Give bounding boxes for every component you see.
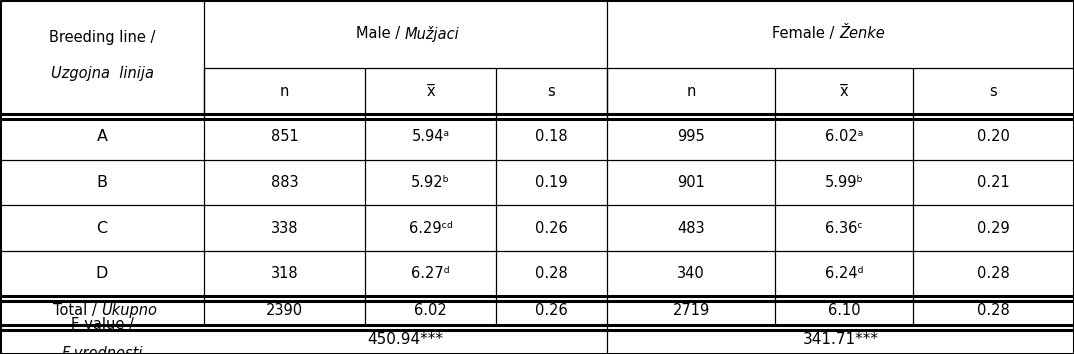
Text: x̅: x̅ bbox=[840, 84, 848, 99]
Text: 341.71***: 341.71*** bbox=[802, 332, 879, 347]
Text: 0.26: 0.26 bbox=[535, 221, 568, 236]
Text: 883: 883 bbox=[271, 175, 299, 190]
Text: 851: 851 bbox=[271, 130, 299, 144]
Text: 6.24ᵈ: 6.24ᵈ bbox=[825, 266, 863, 281]
Text: Female /: Female / bbox=[772, 27, 840, 41]
Text: 0.18: 0.18 bbox=[535, 130, 568, 144]
Text: 6.02: 6.02 bbox=[415, 303, 447, 318]
Text: 5.94ᵃ: 5.94ᵃ bbox=[411, 130, 450, 144]
Text: 0.19: 0.19 bbox=[535, 175, 568, 190]
Text: 5.92ᵇ: 5.92ᵇ bbox=[411, 175, 450, 190]
Text: 338: 338 bbox=[271, 221, 299, 236]
Text: C: C bbox=[97, 221, 107, 236]
Text: 6.10: 6.10 bbox=[828, 303, 860, 318]
Text: Ukupno: Ukupno bbox=[101, 303, 157, 318]
Text: 0.28: 0.28 bbox=[977, 303, 1010, 318]
Text: Uzgojna  linija: Uzgojna linija bbox=[50, 65, 154, 81]
Text: Total /: Total / bbox=[53, 303, 101, 318]
Text: 340: 340 bbox=[678, 266, 705, 281]
Text: 0.28: 0.28 bbox=[535, 266, 568, 281]
Text: A: A bbox=[97, 130, 107, 144]
Text: 450.94***: 450.94*** bbox=[367, 332, 444, 347]
Text: 6.36ᶜ: 6.36ᶜ bbox=[825, 221, 863, 236]
Text: 0.26: 0.26 bbox=[535, 303, 568, 318]
Text: Mužjaci: Mužjaci bbox=[404, 26, 459, 42]
Text: 0.29: 0.29 bbox=[977, 221, 1010, 236]
Text: 483: 483 bbox=[678, 221, 705, 236]
Text: F-value /: F-value / bbox=[71, 317, 133, 332]
Text: n: n bbox=[686, 84, 696, 99]
Text: 2390: 2390 bbox=[266, 303, 303, 318]
Text: 0.20: 0.20 bbox=[977, 130, 1010, 144]
Text: 0.21: 0.21 bbox=[977, 175, 1010, 190]
Text: n: n bbox=[280, 84, 289, 99]
Text: s: s bbox=[548, 84, 555, 99]
Text: x̅: x̅ bbox=[426, 84, 435, 99]
Text: 901: 901 bbox=[678, 175, 705, 190]
Text: Ženke: Ženke bbox=[840, 27, 885, 41]
Text: 2719: 2719 bbox=[672, 303, 710, 318]
Text: s: s bbox=[989, 84, 998, 99]
Text: 6.02ᵃ: 6.02ᵃ bbox=[825, 130, 863, 144]
Text: 5.99ᵇ: 5.99ᵇ bbox=[825, 175, 863, 190]
Text: B: B bbox=[97, 175, 107, 190]
Text: Breeding line /: Breeding line / bbox=[48, 30, 156, 45]
Text: 0.28: 0.28 bbox=[977, 266, 1010, 281]
Text: 318: 318 bbox=[271, 266, 299, 281]
Text: D: D bbox=[96, 266, 108, 281]
Text: 6.29ᶜᵈ: 6.29ᶜᵈ bbox=[409, 221, 452, 236]
Text: F-vrednosti: F-vrednosti bbox=[61, 346, 143, 354]
Text: 995: 995 bbox=[678, 130, 705, 144]
Text: 6.27ᵈ: 6.27ᵈ bbox=[411, 266, 450, 281]
Text: Male /: Male / bbox=[355, 27, 404, 41]
